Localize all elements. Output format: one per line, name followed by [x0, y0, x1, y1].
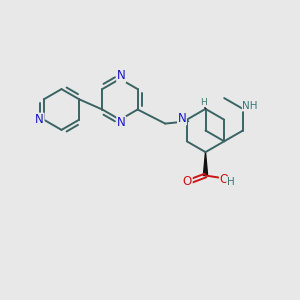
Text: H: H: [227, 177, 235, 187]
Text: H: H: [200, 98, 207, 107]
Text: O: O: [183, 175, 192, 188]
Text: O: O: [220, 172, 229, 186]
Polygon shape: [203, 152, 208, 175]
Text: N: N: [117, 116, 125, 129]
Text: NH: NH: [242, 101, 258, 111]
Text: N: N: [117, 69, 125, 82]
Text: N: N: [178, 112, 186, 125]
Text: N: N: [35, 113, 44, 126]
